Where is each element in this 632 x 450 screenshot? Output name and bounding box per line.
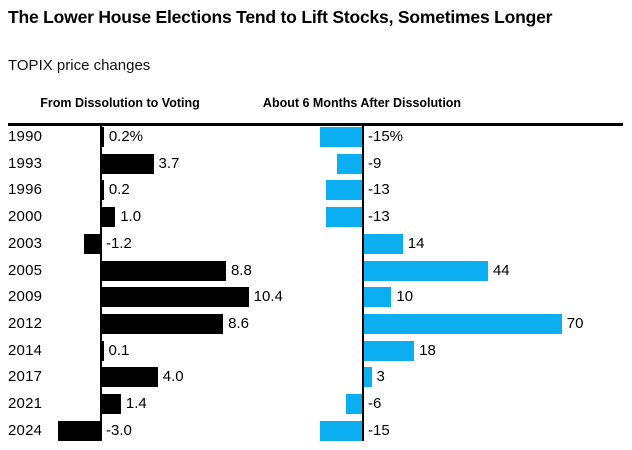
value-label: 10.4 bbox=[253, 288, 283, 306]
year-label: 1990 bbox=[8, 128, 43, 145]
chart-title: The Lower House Elections Tend to Lift S… bbox=[8, 7, 553, 27]
value-label: -9 bbox=[368, 154, 382, 172]
year-label: 2000 bbox=[8, 208, 43, 226]
six-months-after-bar bbox=[320, 420, 363, 441]
six-months-after-bar bbox=[326, 180, 363, 201]
dissolution-to-voting-bar bbox=[83, 233, 101, 254]
value-label: 4.0 bbox=[162, 368, 184, 386]
year-label: 2021 bbox=[8, 395, 43, 412]
value-label: 1.0 bbox=[120, 208, 142, 226]
value-label: 18 bbox=[419, 341, 436, 359]
six-months-after-bar bbox=[326, 207, 363, 228]
header-rule bbox=[8, 123, 623, 126]
year-label: 2005 bbox=[8, 261, 43, 279]
value-label: -15% bbox=[368, 128, 404, 145]
dissolution-to-voting-bar bbox=[101, 127, 104, 147]
value-label: -15 bbox=[368, 421, 390, 439]
six-months-after-bar bbox=[337, 153, 363, 174]
value-label: -3.0 bbox=[106, 421, 132, 439]
value-label: 14 bbox=[407, 234, 425, 252]
dissolution-to-voting-bar bbox=[101, 153, 154, 174]
value-label: 0.2 bbox=[108, 181, 130, 199]
chart-subtitle: TOPIX price changes bbox=[8, 57, 151, 74]
year-label: 2009 bbox=[8, 288, 43, 306]
six-months-after-bar bbox=[320, 127, 363, 147]
dissolution-to-voting-bar bbox=[101, 287, 249, 308]
six-months-after-bar bbox=[363, 367, 372, 388]
right-column-header: About 6 Months After Dissolution bbox=[262, 96, 462, 110]
six-months-after-bar bbox=[363, 233, 403, 254]
dissolution-to-voting-bar bbox=[101, 207, 116, 228]
value-label: -13 bbox=[368, 181, 390, 199]
value-label: -6 bbox=[368, 395, 382, 412]
right-zero-axis-line bbox=[362, 126, 364, 441]
year-label: 1996 bbox=[8, 181, 43, 199]
dissolution-to-voting-bar bbox=[101, 313, 224, 334]
dissolution-to-voting-bar bbox=[101, 367, 158, 388]
value-label: 70 bbox=[566, 314, 584, 332]
dissolution-to-voting-bar bbox=[58, 420, 101, 441]
value-label: 8.6 bbox=[228, 314, 249, 332]
value-label: 3.7 bbox=[158, 154, 180, 172]
six-months-after-bar bbox=[363, 340, 415, 361]
year-label: 2003 bbox=[8, 234, 43, 252]
year-label: 2017 bbox=[8, 368, 43, 386]
dissolution-to-voting-bar bbox=[101, 394, 121, 414]
six-months-after-bar bbox=[363, 260, 488, 281]
left-column-header: From Dissolution to Voting bbox=[40, 96, 200, 110]
value-label: -1.2 bbox=[106, 234, 132, 252]
dissolution-to-voting-bar bbox=[101, 340, 104, 361]
six-months-after-bar bbox=[345, 394, 363, 414]
year-label: 1993 bbox=[8, 154, 43, 172]
value-label: -13 bbox=[368, 208, 390, 226]
six-months-after-bar bbox=[363, 287, 392, 308]
year-label: 2012 bbox=[8, 314, 43, 332]
six-months-after-bar bbox=[363, 313, 562, 334]
dissolution-to-voting-bar bbox=[101, 180, 104, 201]
year-label: 2024 bbox=[8, 421, 43, 439]
value-label: 0.1 bbox=[108, 341, 130, 359]
value-label: 10 bbox=[396, 288, 414, 306]
value-label: 0.2% bbox=[108, 128, 144, 145]
dissolution-to-voting-bar bbox=[101, 260, 226, 281]
value-label: 3 bbox=[376, 368, 385, 386]
year-label: 2014 bbox=[8, 341, 43, 359]
left-zero-axis-line bbox=[100, 126, 102, 441]
value-label: 44 bbox=[492, 261, 510, 279]
value-label: 8.8 bbox=[230, 261, 252, 279]
value-label: 1.4 bbox=[125, 395, 147, 412]
